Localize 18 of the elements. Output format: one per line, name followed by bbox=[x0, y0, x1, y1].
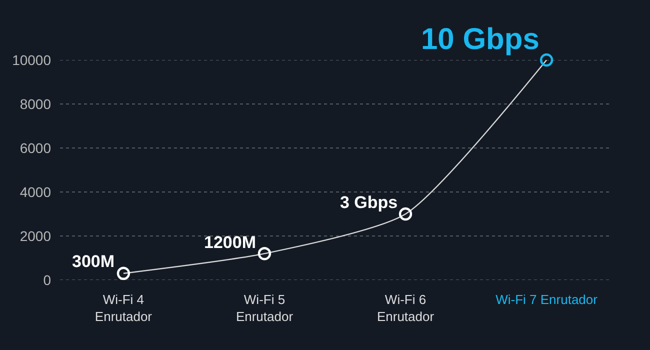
y-tick-label: 10000 bbox=[12, 52, 52, 68]
x-tick-label: Wi-Fi 5 Enrutador bbox=[236, 292, 294, 324]
y-tick-label: 4000 bbox=[20, 184, 52, 200]
x-tick-label: Wi-Fi 7 Enrutador bbox=[496, 292, 598, 307]
x-tick-label: Wi-Fi 6 Enrutador bbox=[376, 292, 435, 324]
point bbox=[116, 266, 130, 280]
annotation: 300M bbox=[72, 252, 115, 271]
point bbox=[258, 247, 272, 260]
y-tick-label: 6000 bbox=[20, 140, 52, 156]
annotation: 1200M bbox=[204, 233, 256, 252]
point bbox=[540, 53, 554, 67]
annotation: 3 Gbps bbox=[340, 193, 398, 212]
y-tick-label: 2000 bbox=[20, 228, 52, 244]
point bbox=[398, 207, 412, 221]
y-tick-label: 8000 bbox=[20, 96, 52, 112]
x-tick-label: Wi-Fi 4 Enrutador bbox=[94, 292, 153, 324]
annotation: 10 Gbps bbox=[421, 23, 540, 56]
y-tick-label: 0 bbox=[43, 272, 52, 288]
